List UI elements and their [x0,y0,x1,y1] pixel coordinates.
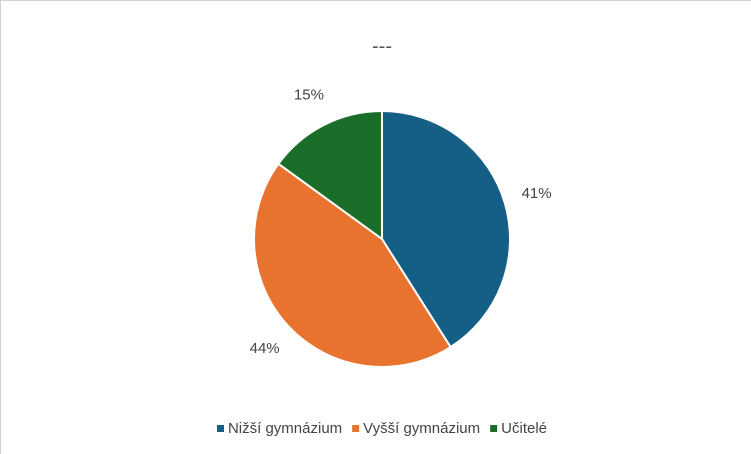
pie-slice [277,109,383,241]
legend-marker [490,425,498,432]
legend-marker [352,425,360,432]
legend-label: Učitelé [501,420,547,437]
legend-label: Vyšší gymnázium [363,420,480,437]
legend-marker [216,425,224,432]
data-label: 44% [250,340,280,357]
legend-label: Nižší gymnázium [228,420,342,437]
data-label: 15% [294,87,324,104]
chart-title: --- [372,35,392,57]
pie-slice [253,162,452,368]
data-label: 41% [522,185,552,202]
